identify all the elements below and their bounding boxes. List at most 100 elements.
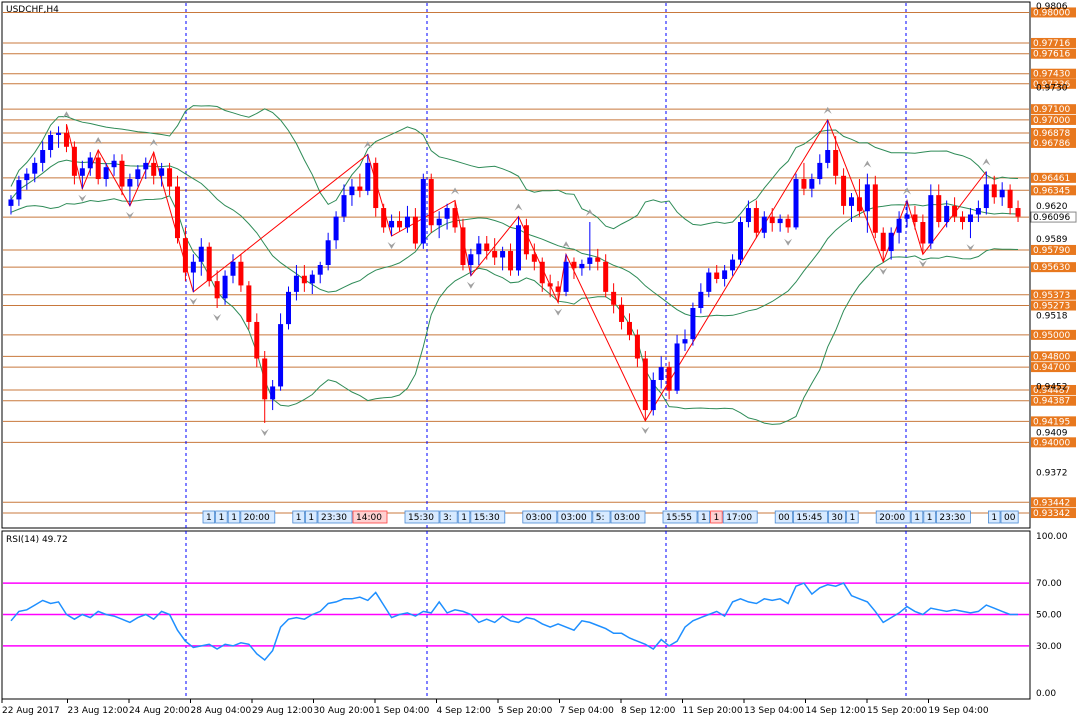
candle-body[interactable] bbox=[983, 184, 989, 209]
candle-body[interactable] bbox=[666, 367, 672, 391]
candle-body[interactable] bbox=[817, 162, 823, 180]
candle-body[interactable] bbox=[809, 179, 815, 189]
candle-body[interactable] bbox=[365, 162, 371, 191]
event-tag[interactable] bbox=[240, 510, 276, 524]
candle-body[interactable] bbox=[293, 275, 299, 292]
candle-body[interactable] bbox=[87, 157, 93, 169]
candle-body[interactable] bbox=[785, 218, 791, 228]
candle-body[interactable] bbox=[515, 225, 521, 271]
candle-body[interactable] bbox=[230, 261, 236, 276]
candle-body[interactable] bbox=[270, 386, 276, 400]
candle-body[interactable] bbox=[753, 208, 759, 233]
event-tag[interactable] bbox=[557, 510, 593, 524]
candle-body[interactable] bbox=[611, 291, 617, 305]
candle-body[interactable] bbox=[856, 197, 862, 212]
event-tag[interactable] bbox=[828, 510, 847, 524]
candle-body[interactable] bbox=[492, 251, 498, 258]
candle-body[interactable] bbox=[1007, 189, 1013, 209]
event-tag[interactable] bbox=[793, 510, 828, 524]
candle-body[interactable] bbox=[190, 261, 196, 273]
event-tag[interactable] bbox=[875, 510, 911, 524]
candle-body[interactable] bbox=[71, 146, 77, 176]
candle-body[interactable] bbox=[619, 304, 625, 322]
candle-body[interactable] bbox=[246, 285, 252, 322]
candle-body[interactable] bbox=[206, 246, 212, 282]
candle-body[interactable] bbox=[151, 162, 157, 176]
candle-body[interactable] bbox=[777, 218, 783, 224]
event-tag[interactable] bbox=[936, 510, 971, 524]
candle-body[interactable] bbox=[79, 168, 85, 176]
candle-body[interactable] bbox=[912, 214, 918, 223]
candle-body[interactable] bbox=[539, 261, 545, 284]
candle-body[interactable] bbox=[508, 251, 514, 271]
candle-body[interactable] bbox=[262, 358, 268, 400]
candle-body[interactable] bbox=[642, 358, 648, 411]
event-tag[interactable] bbox=[215, 510, 228, 524]
candle-body[interactable] bbox=[40, 150, 46, 163]
event-tag[interactable] bbox=[846, 510, 859, 524]
candle-body[interactable] bbox=[167, 168, 173, 187]
candle-body[interactable] bbox=[341, 195, 347, 217]
candle-body[interactable] bbox=[420, 179, 426, 244]
candle-body[interactable] bbox=[103, 167, 109, 180]
candle-body[interactable] bbox=[1015, 208, 1021, 217]
event-tag[interactable] bbox=[470, 510, 506, 524]
candle-body[interactable] bbox=[960, 216, 966, 223]
candle-body[interactable] bbox=[301, 275, 307, 284]
candle-body[interactable] bbox=[531, 254, 537, 262]
event-tag[interactable] bbox=[522, 510, 558, 524]
event-tag[interactable] bbox=[404, 510, 440, 524]
candle-body[interactable] bbox=[745, 208, 751, 223]
candle-body[interactable] bbox=[920, 222, 926, 244]
candle-body[interactable] bbox=[706, 272, 712, 292]
candle-body[interactable] bbox=[48, 134, 54, 151]
candle-body[interactable] bbox=[444, 208, 450, 219]
candle-body[interactable] bbox=[904, 214, 910, 219]
candle-body[interactable] bbox=[24, 173, 30, 181]
candle-body[interactable] bbox=[349, 186, 355, 196]
candle-body[interactable] bbox=[56, 132, 62, 135]
event-tag[interactable] bbox=[592, 510, 611, 524]
candle-body[interactable] bbox=[730, 259, 736, 271]
event-tag[interactable] bbox=[988, 510, 1001, 524]
candle-body[interactable] bbox=[460, 227, 466, 265]
candle-body[interactable] bbox=[571, 261, 577, 269]
event-tag[interactable] bbox=[923, 510, 936, 524]
candle-body[interactable] bbox=[849, 197, 855, 206]
candle-body[interactable] bbox=[944, 205, 950, 223]
candle-body[interactable] bbox=[8, 199, 14, 206]
candle-body[interactable] bbox=[761, 216, 767, 233]
candle-body[interactable] bbox=[16, 180, 22, 200]
candle-body[interactable] bbox=[278, 324, 284, 387]
candle-body[interactable] bbox=[317, 265, 323, 275]
candle-body[interactable] bbox=[119, 160, 125, 187]
event-tag[interactable] bbox=[292, 510, 305, 524]
candle-body[interactable] bbox=[634, 334, 640, 359]
candle-body[interactable] bbox=[825, 150, 831, 163]
candle-body[interactable] bbox=[452, 208, 458, 228]
candle-body[interactable] bbox=[412, 216, 418, 244]
candle-body[interactable] bbox=[468, 254, 474, 265]
candle-body[interactable] bbox=[841, 175, 847, 206]
candle-body[interactable] bbox=[936, 195, 942, 223]
candle-body[interactable] bbox=[174, 186, 180, 239]
candle-body[interactable] bbox=[714, 272, 720, 279]
candle-body[interactable] bbox=[325, 240, 331, 265]
candle-body[interactable] bbox=[484, 243, 490, 252]
candle-body[interactable] bbox=[523, 225, 529, 255]
candle-body[interactable] bbox=[254, 321, 260, 359]
candle-body[interactable] bbox=[674, 343, 680, 391]
candle-body[interactable] bbox=[587, 257, 593, 264]
candle-body[interactable] bbox=[286, 291, 292, 325]
candle-body[interactable] bbox=[373, 162, 379, 209]
candle-body[interactable] bbox=[95, 157, 101, 180]
event-tag[interactable] bbox=[774, 510, 793, 524]
candle-body[interactable] bbox=[389, 220, 395, 228]
candle-body[interactable] bbox=[198, 246, 204, 262]
event-tag[interactable] bbox=[439, 510, 458, 524]
candle-body[interactable] bbox=[111, 160, 117, 168]
candle-body[interactable] bbox=[214, 281, 220, 299]
candle-body[interactable] bbox=[143, 162, 149, 170]
candle-body[interactable] bbox=[579, 263, 585, 269]
candle-body[interactable] bbox=[896, 218, 902, 233]
